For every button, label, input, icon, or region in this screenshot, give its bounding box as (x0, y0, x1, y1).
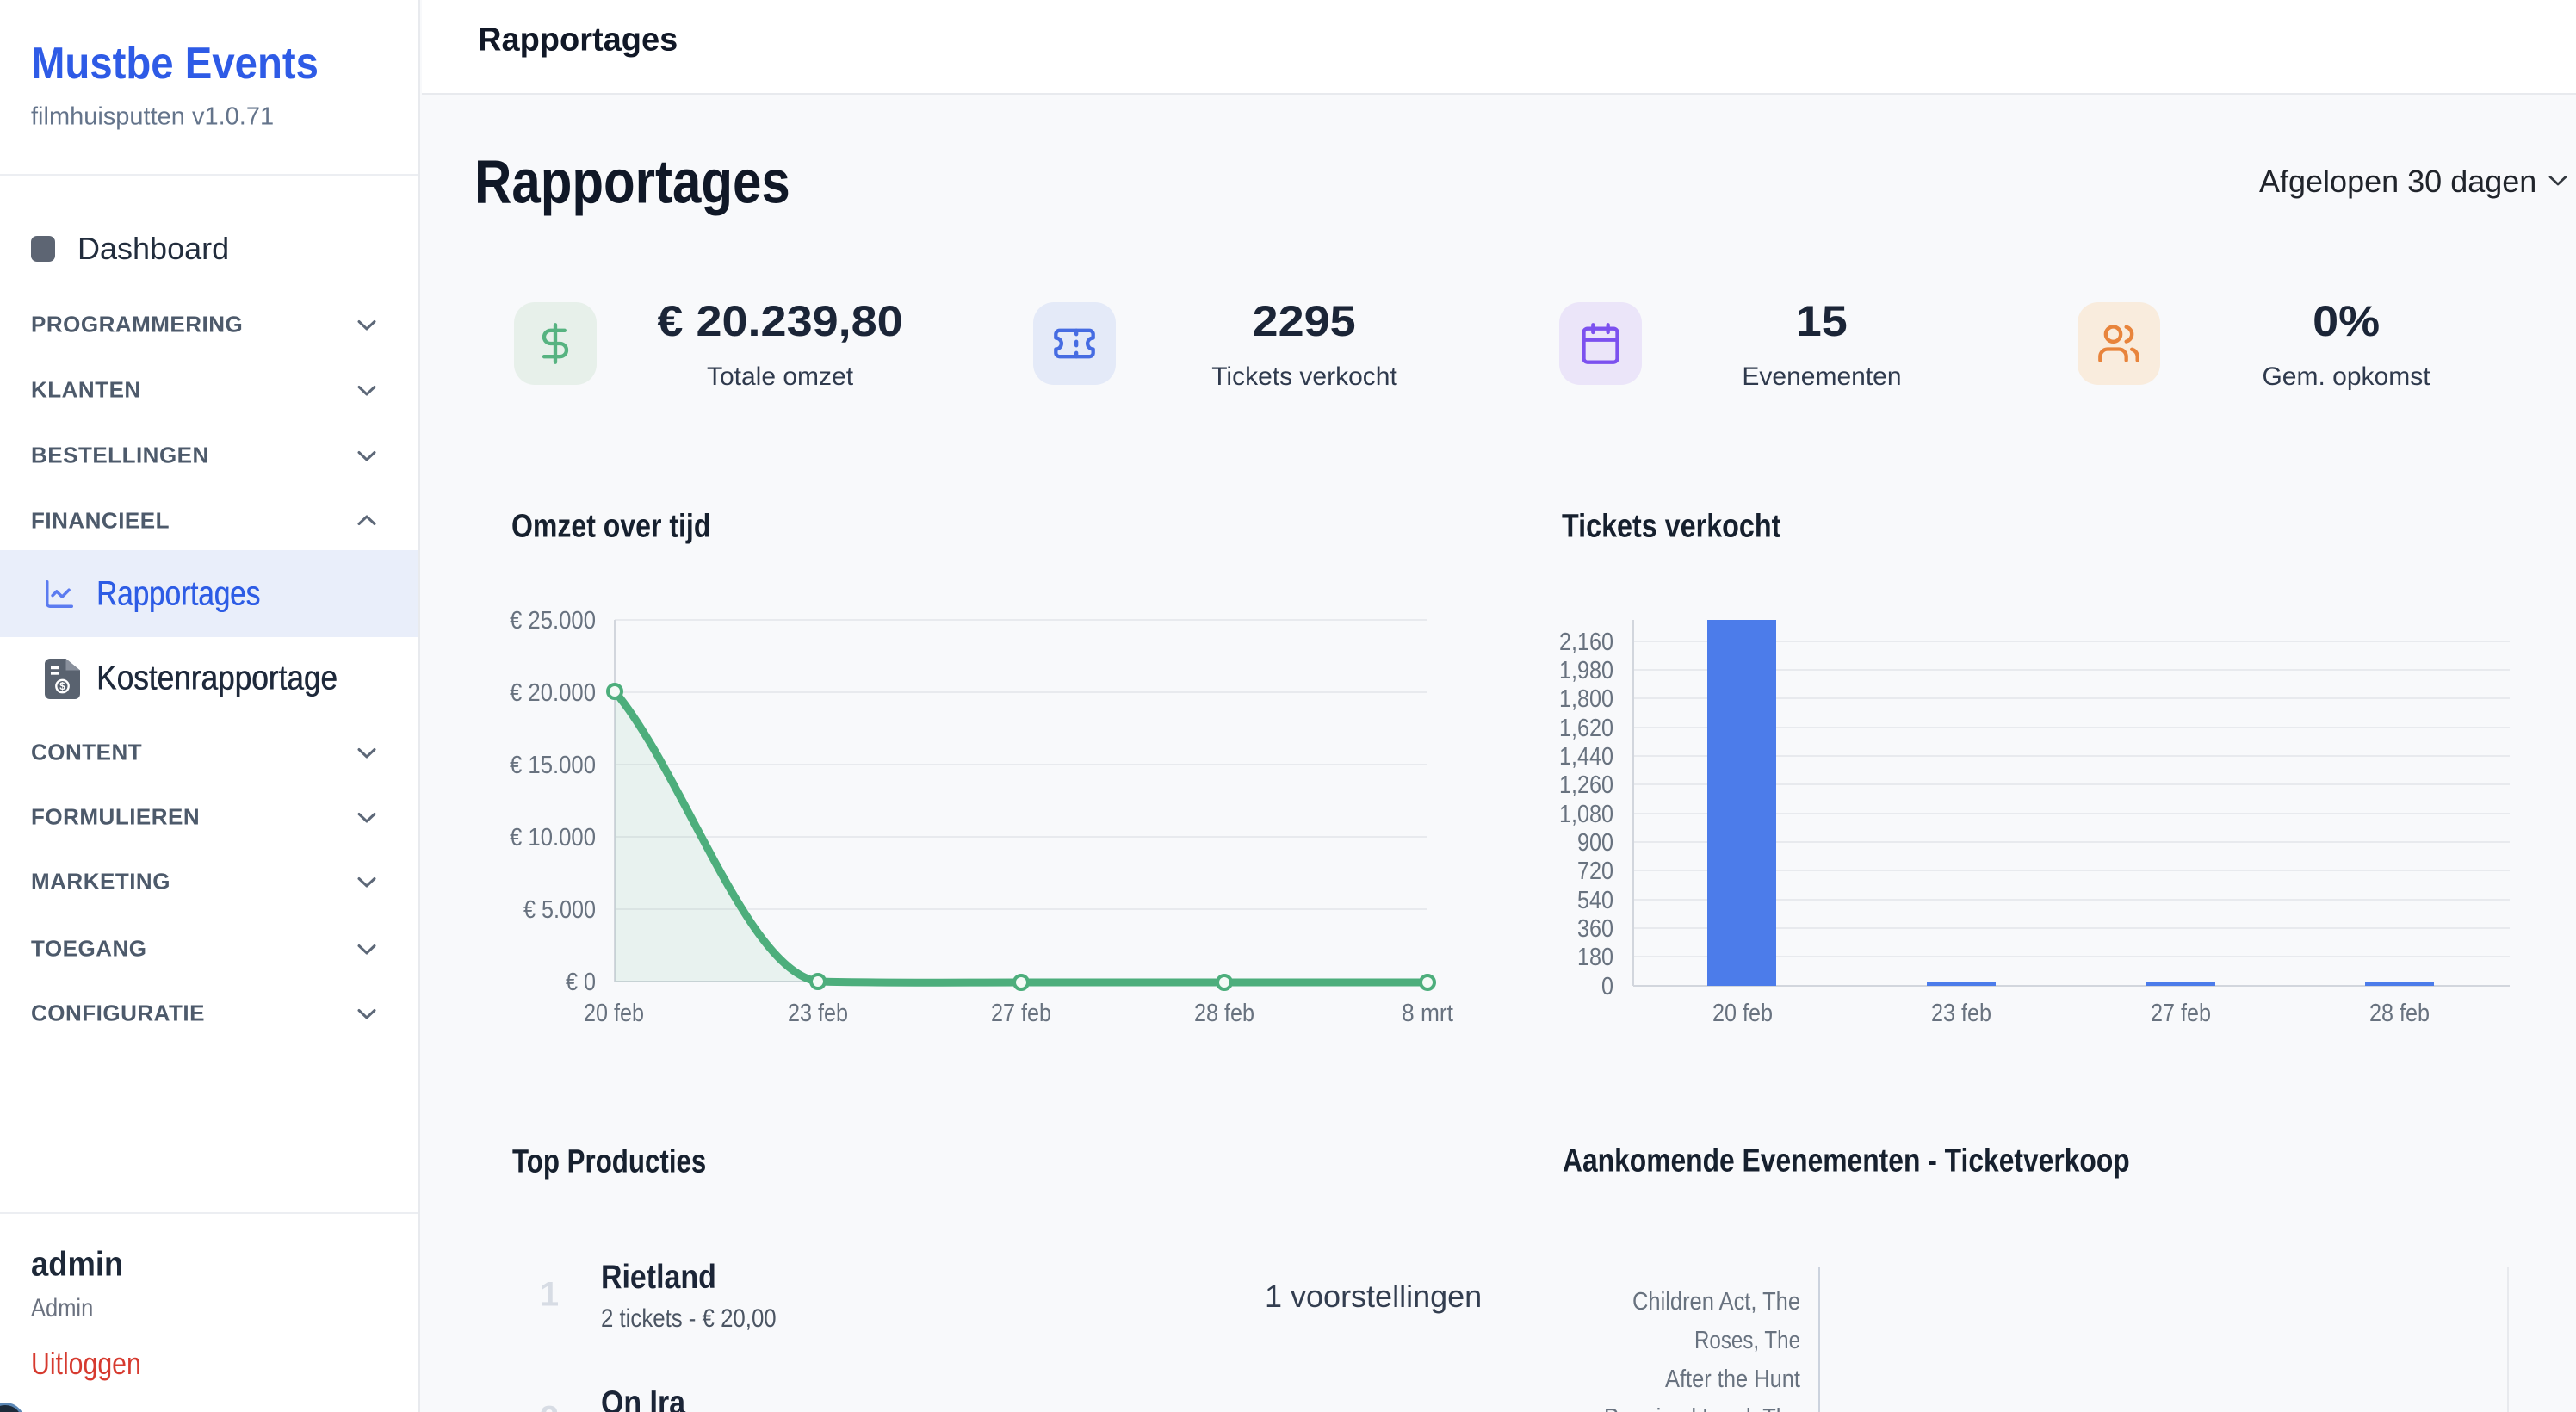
svg-text:€ 25.000: € 25.000 (510, 607, 596, 635)
svg-text:€ 20.000: € 20.000 (510, 679, 596, 707)
svg-text:540: 540 (1577, 887, 1613, 914)
svg-text:0: 0 (1601, 973, 1613, 1000)
svg-text:28 feb: 28 feb (2369, 1000, 2430, 1027)
svg-text:8 mrt: 8 mrt (1402, 1000, 1453, 1027)
svg-text:27 feb: 27 feb (991, 1000, 1051, 1027)
svg-text:1,980: 1,980 (1559, 657, 1613, 684)
svg-text:$: $ (59, 680, 65, 692)
svg-text:Children Act, The: Children Act, The (1632, 1288, 1800, 1316)
svg-text:After the Hunt: After the Hunt (1665, 1366, 1800, 1393)
svg-text:1,620: 1,620 (1559, 715, 1613, 742)
svg-text:2,160: 2,160 (1559, 629, 1613, 656)
svg-text:€ 5.000: € 5.000 (523, 896, 596, 924)
svg-text:1,800: 1,800 (1559, 685, 1613, 713)
svg-text:28 feb: 28 feb (1194, 1000, 1254, 1027)
svg-text:Roses, The: Roses, The (1694, 1327, 1800, 1354)
svg-text:1,080: 1,080 (1559, 801, 1613, 828)
svg-text:€ 15.000: € 15.000 (510, 752, 596, 779)
svg-text:€ 10.000: € 10.000 (510, 824, 596, 852)
svg-text:180: 180 (1577, 944, 1613, 971)
svg-text:720: 720 (1577, 858, 1613, 885)
svg-text:1,260: 1,260 (1559, 771, 1613, 799)
svg-text:1,440: 1,440 (1559, 743, 1613, 771)
svg-text:Promised Land, The: Promised Land, The (1604, 1404, 1800, 1412)
svg-text:23 feb: 23 feb (1931, 1000, 1991, 1027)
svg-text:20 feb: 20 feb (584, 1000, 644, 1027)
svg-text:23 feb: 23 feb (788, 1000, 848, 1027)
svg-text:20 feb: 20 feb (1712, 1000, 1773, 1027)
svg-text:360: 360 (1577, 915, 1613, 943)
svg-text:900: 900 (1577, 829, 1613, 857)
svg-text:27 feb: 27 feb (2151, 1000, 2211, 1027)
svg-text:€ 0: € 0 (566, 969, 596, 996)
